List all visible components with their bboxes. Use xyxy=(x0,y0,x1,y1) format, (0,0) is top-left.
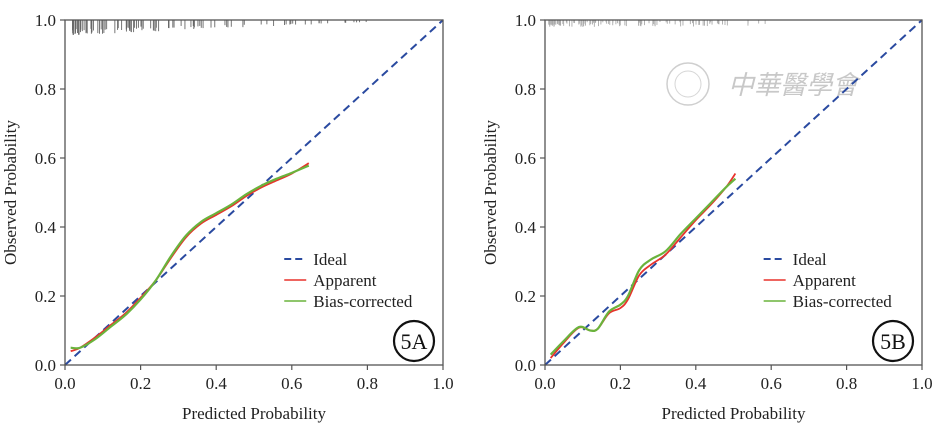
x-tick-label: 1.0 xyxy=(911,374,932,393)
series-group xyxy=(70,162,310,353)
x-tick-label: 0.6 xyxy=(281,374,302,393)
series-bias-corrected-line xyxy=(549,177,737,356)
y-axis-title: Observed Probability xyxy=(1,120,20,265)
rug-plot xyxy=(72,20,367,35)
panel-badge: 5B xyxy=(871,319,915,363)
x-tick-label: 0.0 xyxy=(534,374,555,393)
watermark-text: 中華醫學會 xyxy=(728,71,862,100)
badge-circle xyxy=(871,319,915,363)
x-axis-title: Predicted Probability xyxy=(661,404,806,423)
legend: Ideal Apparent Bias-corrected xyxy=(284,250,413,311)
x-axis-ticks: 0.0 0.2 0.4 0.6 0.8 1.0 xyxy=(534,365,933,393)
y-axis-ticks: 0.0 0.2 0.4 0.6 0.8 1.0 xyxy=(515,11,545,375)
watermark-emblem-inner xyxy=(674,70,702,98)
y-tick-label: 0.2 xyxy=(35,287,56,306)
x-tick-label: 0.8 xyxy=(836,374,857,393)
y-axis-ticks: 0.0 0.2 0.4 0.6 0.8 1.0 xyxy=(35,11,65,375)
legend-label: Bias-corrected xyxy=(313,292,413,311)
y-tick-label: 0.4 xyxy=(35,218,57,237)
plot-frame xyxy=(544,19,923,366)
y-axis-title: Observed Probability xyxy=(481,120,500,265)
y-tick-label: 0.2 xyxy=(515,287,536,306)
panel-5b: 中華醫學會 0.0 0.2 0.4 0.6 0.8 1.0 0.0 0.2 0.4 0.6 0.8… xyxy=(481,11,933,423)
y-tick-label: 0.8 xyxy=(35,80,56,99)
legend-label: Apparent xyxy=(313,271,377,290)
x-tick-label: 1.0 xyxy=(432,374,453,393)
x-axis-ticks: 0.0 0.2 0.4 0.6 0.8 1.0 xyxy=(54,365,454,393)
series-apparent-line xyxy=(70,162,310,353)
badge-label: 5A xyxy=(401,329,428,354)
legend-label: Apparent xyxy=(793,271,857,290)
y-tick-label: 1.0 xyxy=(515,11,536,30)
x-tick-label: 0.8 xyxy=(357,374,378,393)
x-tick-label: 0.0 xyxy=(54,374,75,393)
series-group xyxy=(549,173,737,359)
series-ideal-line xyxy=(64,19,444,366)
x-tick-label: 0.4 xyxy=(206,374,228,393)
y-tick-label: 0.0 xyxy=(35,356,56,375)
y-tick-label: 0.4 xyxy=(515,218,537,237)
panel-badge: 5A xyxy=(392,319,436,363)
ideal-line xyxy=(64,19,444,366)
y-tick-label: 0.8 xyxy=(515,80,536,99)
panel-5a: 0.0 0.2 0.4 0.6 0.8 1.0 0.0 0.2 0.4 0.6 0.8 1.0 Pr… xyxy=(1,11,454,423)
x-axis-title: Predicted Probability xyxy=(182,404,327,423)
legend-label: Ideal xyxy=(793,250,827,269)
x-tick-label: 0.2 xyxy=(130,374,151,393)
badge-label: 5B xyxy=(880,329,906,354)
legend-label: Ideal xyxy=(313,250,347,269)
y-tick-label: 0.0 xyxy=(515,356,536,375)
plot-frame xyxy=(64,19,444,366)
ideal-line xyxy=(544,19,923,366)
rug-plot xyxy=(548,20,766,27)
y-tick-label: 0.6 xyxy=(35,149,56,168)
x-tick-label: 0.6 xyxy=(761,374,782,393)
y-tick-label: 0.6 xyxy=(515,149,536,168)
watermark-emblem-icon xyxy=(666,62,710,106)
y-tick-label: 1.0 xyxy=(35,11,56,30)
series-bias-corrected-line xyxy=(70,164,310,350)
x-tick-label: 0.4 xyxy=(685,374,707,393)
badge-circle xyxy=(392,319,436,363)
legend-label: Bias-corrected xyxy=(793,292,893,311)
watermark: 中華醫學會 xyxy=(666,62,862,106)
series-ideal-line xyxy=(544,19,923,366)
x-tick-label: 0.2 xyxy=(610,374,631,393)
legend: Ideal Apparent Bias-corrected xyxy=(763,250,893,311)
